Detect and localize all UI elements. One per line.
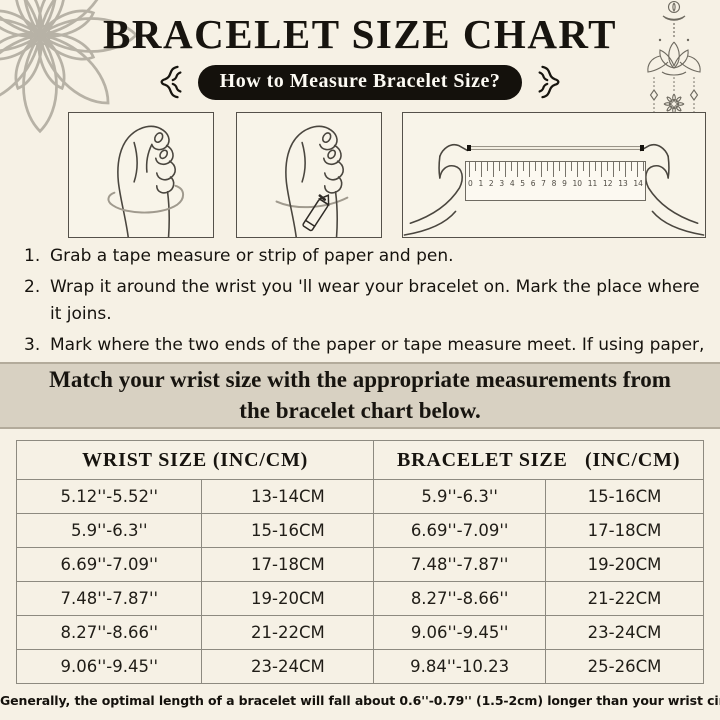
bracelet-size-inch: 7.48''-7.87'' (373, 547, 546, 582)
ruler-number: 1 (478, 179, 484, 188)
badge-row: How to Measure Bracelet Size? (0, 62, 720, 102)
illustration-measure-strip-with-ruler: 0 1 2 3 4 5 6 7 8 9 10 11 12 13 14 (402, 112, 706, 238)
illustration-mark-wrist-with-pen (236, 112, 382, 238)
how-to-measure-badge: How to Measure Bracelet Size? (197, 64, 523, 100)
ruler-number: 7 (541, 179, 546, 188)
page-title: BRACELET SIZE CHART (103, 11, 617, 57)
step-number: 1. (24, 246, 41, 266)
bracelet-size-inch: 6.69''-7.09'' (373, 513, 546, 548)
banner-text: Match your wrist size with the appropria… (49, 367, 671, 423)
ruler-number: 3 (499, 179, 505, 188)
wrist-size-cm: 15-16CM (201, 513, 375, 548)
flourish-bracket-right-icon (538, 65, 560, 99)
table-row: 5.9''-6.3'' 15-16CM 6.69''-7.09'' 17-18C… (15, 513, 705, 548)
bracelet-size-header: BRACELET SIZE (INC/CM) (373, 440, 704, 480)
table-row: 8.27''-8.66'' 21-22CM 9.06''-9.45'' 23-2… (15, 615, 705, 650)
step-text: Wrap it around the wrist you 'll wear yo… (50, 277, 700, 324)
bracelet-size-cm: 23-24CM (544, 615, 705, 650)
wrist-size-inch: 5.9''-6.3'' (15, 513, 203, 548)
wrist-size-cm: 19-20CM (201, 581, 375, 616)
ruler-number: 9 (562, 179, 567, 188)
bracelet-size-cm: 19-20CM (544, 547, 705, 582)
step-number: 2. (24, 277, 41, 298)
ruler-number: 8 (551, 179, 557, 188)
step-text: Grab a tape measure or strip of paper an… (50, 246, 454, 266)
wrist-size-inch: 8.27''-8.66'' (15, 615, 203, 650)
fist-with-pen-icon (275, 125, 349, 237)
ruler-number: 2 (488, 179, 494, 188)
wrist-size-cm: 13-14CM (201, 479, 375, 514)
flourish-bracket-left-icon (160, 65, 182, 99)
table-row: 5.12''-5.52'' 13-14CM 5.9''-6.3'' 15-16C… (15, 479, 705, 514)
wrist-size-inch: 9.06''-9.45'' (15, 649, 203, 684)
ruler-number: 4 (509, 179, 515, 188)
bracelet-size-cm: 17-18CM (544, 513, 705, 548)
bracelet-size-inch: 5.9''-6.3'' (373, 479, 546, 514)
wrist-size-cm: 23-24CM (201, 649, 375, 684)
wrist-size-header: WRIST SIZE (INC/CM) (15, 440, 375, 480)
bracelet-size-inch: 9.06''-9.45'' (373, 615, 546, 650)
bracelet-size-cm: 21-22CM (544, 581, 705, 616)
wrist-size-inch: 7.48''-7.87'' (15, 581, 203, 616)
ruler-number: 11 (587, 179, 598, 188)
ruler-number: 0 (468, 179, 473, 188)
ruler-number: 14 (633, 179, 643, 188)
bracelet-size-cm: 15-16CM (544, 479, 705, 514)
instruction-step-2: 2. Wrap it around the wrist you 'll wear… (24, 274, 708, 327)
fist-with-tape-icon (107, 125, 185, 237)
table-header-row: WRIST SIZE (INC/CM) BRACELET SIZE (INC/C… (15, 440, 704, 480)
ruler-number: 6 (530, 179, 536, 188)
wrist-size-cm: 17-18CM (201, 547, 375, 582)
illustration-wrap-tape-around-wrist (68, 112, 214, 238)
table-row: 6.69''-7.09'' 17-18CM 7.48''-7.87'' 19-2… (15, 547, 705, 582)
bracelet-size-cm: 25-26CM (544, 649, 705, 684)
ruler-number: 10 (572, 179, 583, 188)
pinching-hands-icon (403, 143, 705, 236)
wrist-size-cm: 21-22CM (201, 615, 375, 650)
size-chart-table: WRIST SIZE (INC/CM) BRACELET SIZE (INC/C… (15, 440, 705, 684)
match-size-banner: Match your wrist size with the appropria… (0, 362, 720, 429)
wrist-size-inch: 6.69''-7.09'' (15, 547, 203, 582)
bracelet-size-inch: 9.84''-10.23 (373, 649, 546, 684)
wrist-size-inch: 5.12''-5.52'' (15, 479, 203, 514)
ruler-numbers: 0 1 2 3 4 5 6 7 8 9 10 11 12 13 14 (468, 179, 643, 188)
step-number: 3. (24, 335, 41, 356)
ruler-number: 12 (602, 179, 613, 188)
ruler: 0 1 2 3 4 5 6 7 8 9 10 11 12 13 14 (465, 161, 646, 201)
mandala-flower-icon (0, 0, 138, 133)
ruler-number: 5 (520, 179, 526, 188)
footer-note: Generally, the optimal length of a brace… (0, 693, 720, 708)
table-row: 7.48''-7.87'' 19-20CM 8.27''-8.66'' 21-2… (15, 581, 705, 616)
ruler-number: 13 (618, 179, 628, 188)
instruction-step-1: 1. Grab a tape measure or strip of paper… (24, 243, 708, 269)
table-row: 9.06''-9.45'' 23-24CM 9.84''-10.23 25-26… (15, 649, 705, 684)
bracelet-size-inch: 8.27''-8.66'' (373, 581, 546, 616)
paper-strip (467, 145, 644, 151)
